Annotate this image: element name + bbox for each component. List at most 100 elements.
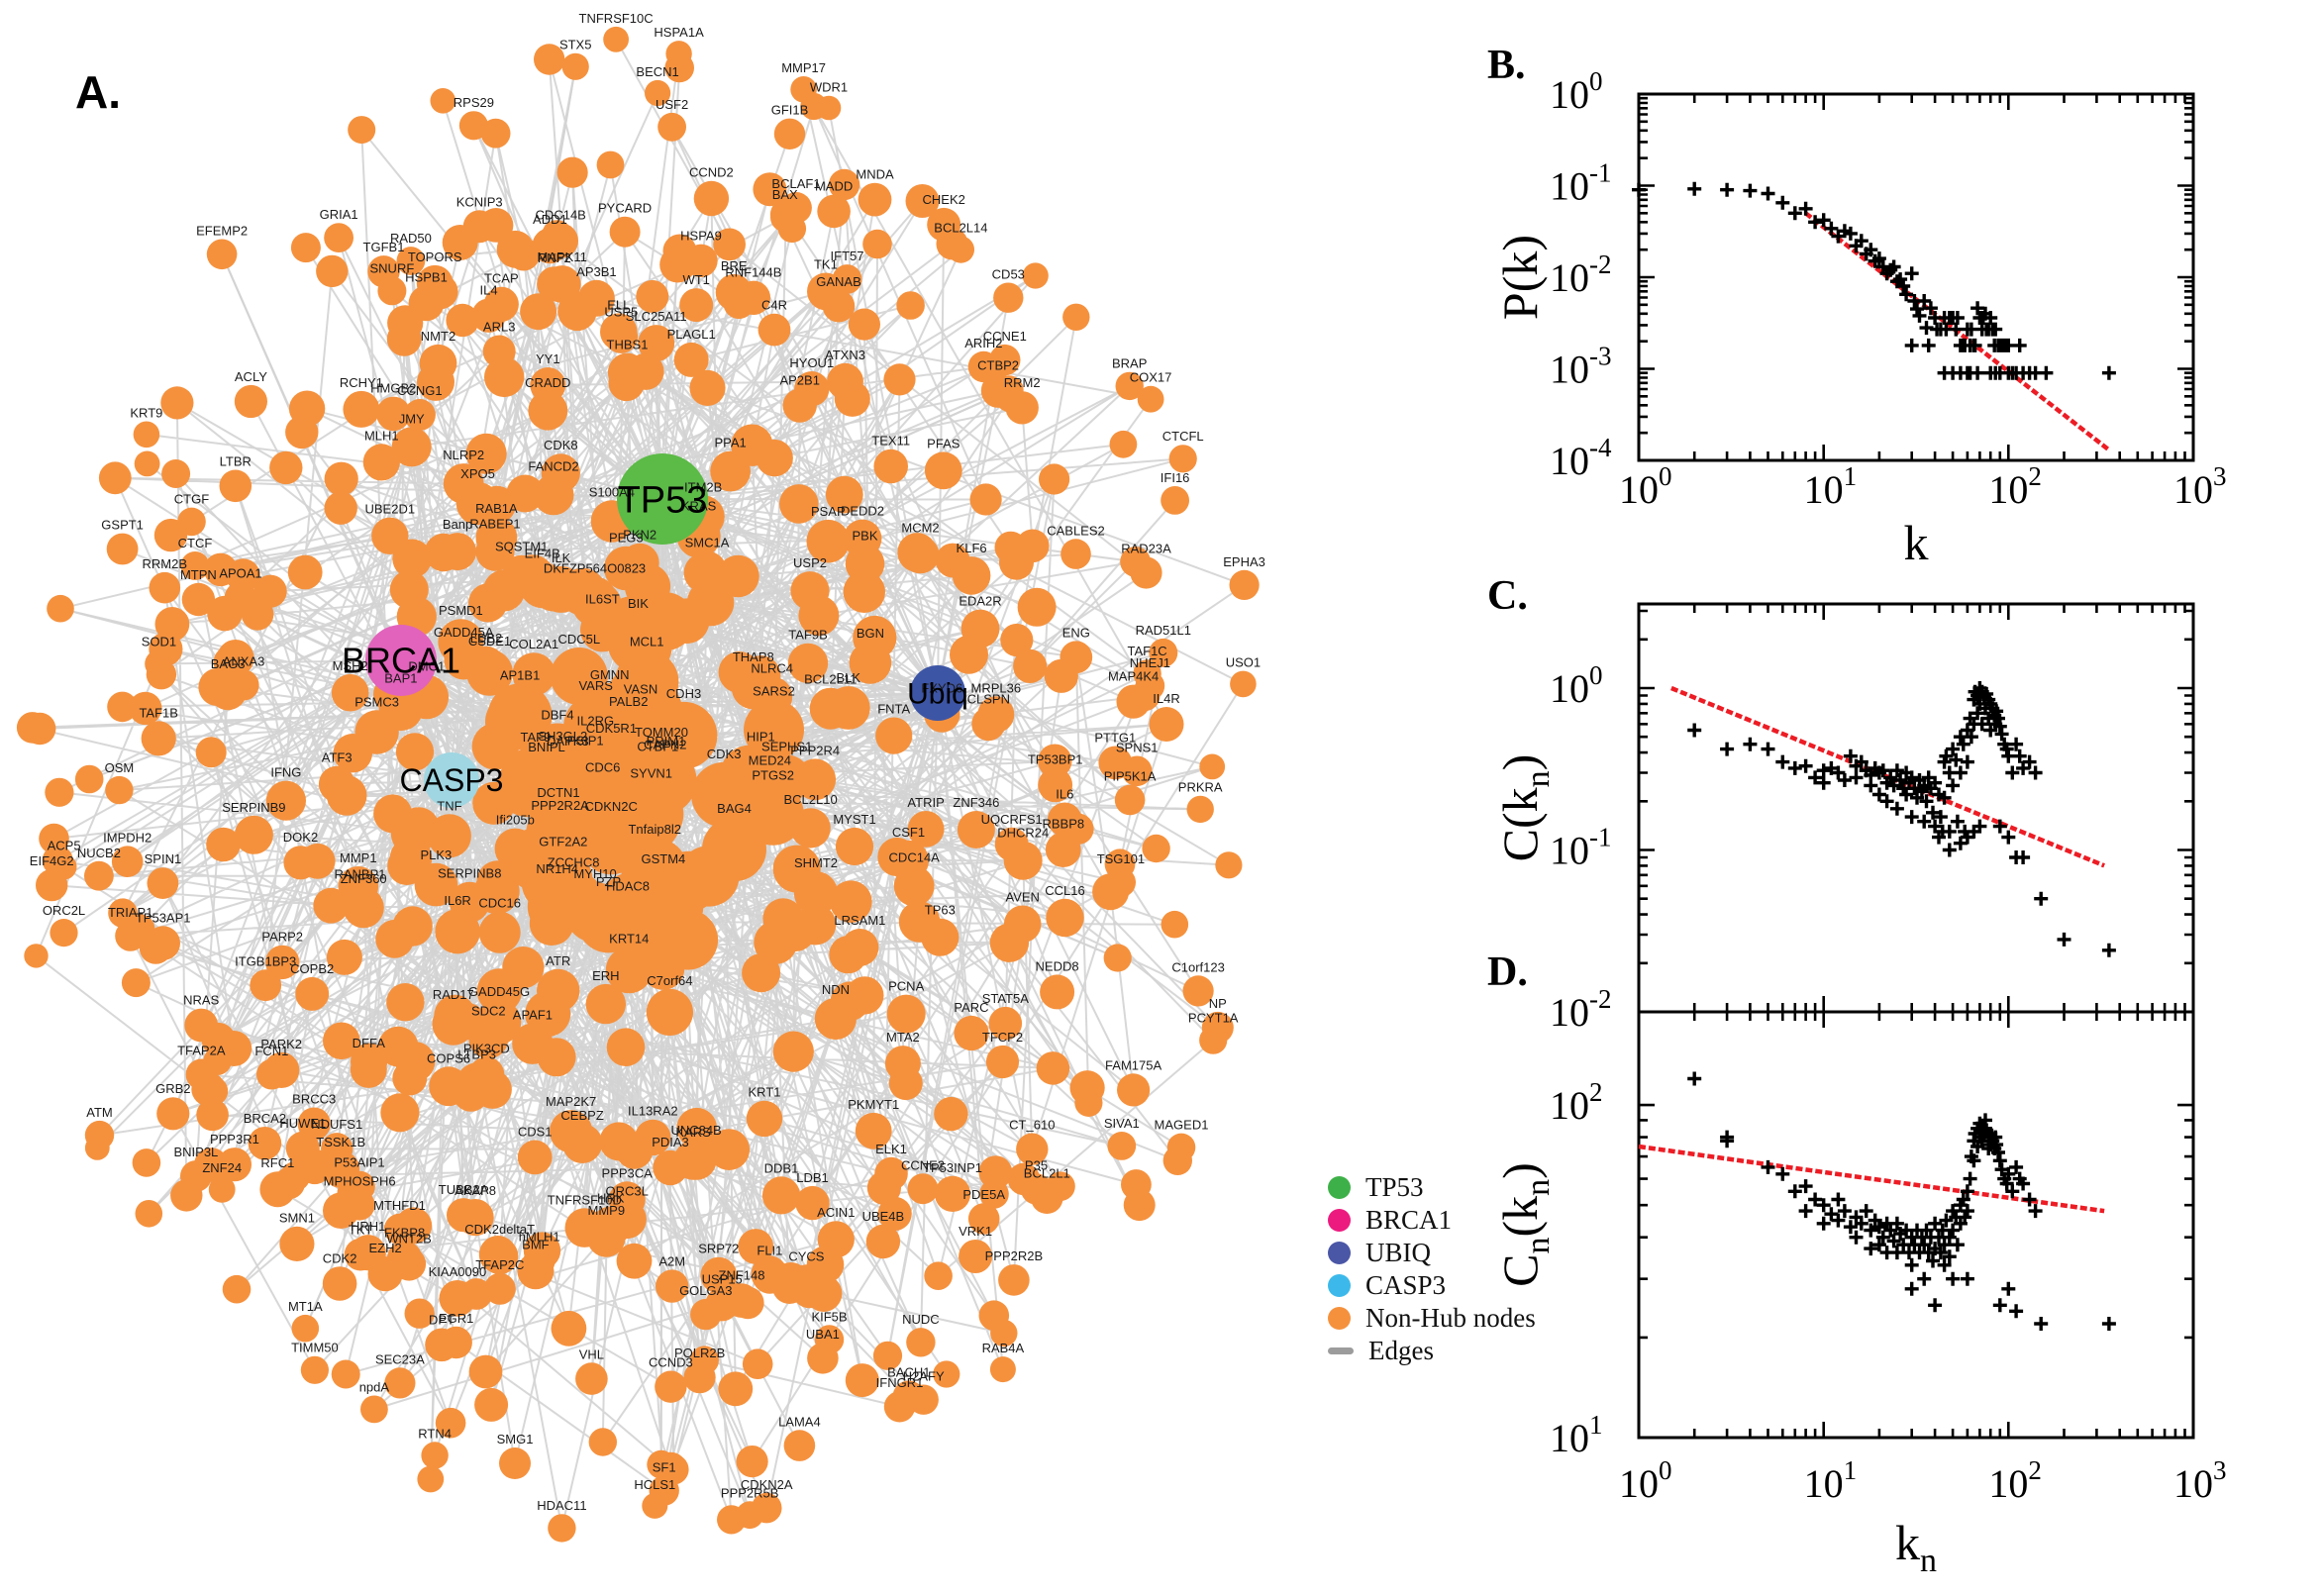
network-node (1182, 975, 1214, 1007)
network-node (924, 451, 962, 490)
node-label: TUBB2A (439, 1182, 489, 1197)
node-label: DEDD2 (841, 504, 884, 519)
legend-dot-swatch (1328, 1209, 1351, 1232)
network-node (207, 595, 243, 632)
network-node (1107, 1132, 1137, 1160)
node-label: DDB1 (764, 1160, 799, 1175)
node-label: ORC3L (606, 1184, 649, 1199)
network-node (858, 182, 892, 217)
network-node (384, 1367, 416, 1399)
network-node (458, 111, 488, 141)
network-node (1017, 587, 1057, 627)
node-label: VASN (624, 682, 657, 697)
network-node (557, 291, 597, 332)
node-label: NDUFS1 (311, 1117, 362, 1132)
network-node (897, 533, 938, 572)
node-label: FKBP8 (384, 1225, 425, 1240)
node-label: CTBP2 (977, 357, 1019, 372)
network-node (483, 1272, 516, 1305)
node-label: COX17 (1130, 370, 1172, 385)
network-panel: ELL DBF4 TAF1B CABLES2 CCNE2 ORC3L MPHOSPH6 MND… (16, 11, 1265, 1543)
node-label: DKFZP564O0823 (544, 560, 646, 575)
scatter-points (1687, 1071, 2116, 1331)
network-node (387, 847, 427, 885)
network-node (762, 898, 804, 940)
node-label: SLC25A11 (626, 309, 687, 324)
axis-ticks (1637, 1012, 2195, 1440)
network-node (736, 1446, 768, 1478)
network-node (1115, 371, 1144, 401)
node-label: PPP3R1 (210, 1132, 259, 1147)
network-node (809, 687, 852, 730)
tick-label: 102 (1988, 1455, 2042, 1506)
network-node (783, 1430, 816, 1461)
network-node (906, 1328, 936, 1357)
network-node (1046, 1171, 1075, 1201)
network-node (442, 225, 478, 260)
node-label: MAP2K7 (546, 1094, 596, 1109)
network-node (392, 539, 432, 579)
node-label: NEDD8 (1036, 958, 1079, 973)
network-node (756, 439, 793, 477)
network-node (828, 168, 860, 201)
network-node (834, 380, 870, 417)
network-node (47, 594, 74, 623)
node-label: KIF5B (811, 1309, 847, 1324)
network-node (484, 356, 525, 398)
network-node (886, 994, 926, 1034)
network-node (425, 1328, 458, 1362)
network-node (331, 673, 369, 712)
network-node (351, 1043, 388, 1080)
network-node (865, 1224, 901, 1259)
legend-dot-swatch (1328, 1274, 1351, 1297)
network-node (936, 228, 968, 260)
node-label: CTCFL (1162, 429, 1204, 444)
node-label: THAP8 (733, 649, 774, 664)
network-node (1016, 529, 1050, 563)
network-node (989, 1356, 1016, 1383)
node-label: EPHA3 (1223, 554, 1265, 569)
node-label: FAM175A (1105, 1057, 1162, 1072)
network-node (523, 1232, 561, 1269)
node-label: PBK (852, 529, 877, 544)
node-label: SRP72 (698, 1242, 739, 1256)
node-label: TAF1B (139, 705, 178, 720)
node-label: DBF4 (541, 708, 573, 723)
node-label: PYCARD (598, 201, 652, 216)
node-label: GADD45G (468, 984, 530, 999)
node-label: MMP9 (588, 1203, 626, 1218)
node-label: ZNF360 (341, 871, 387, 886)
node-label: GSPT1 (101, 518, 144, 533)
tick-label: 102 (1550, 1077, 1603, 1128)
axis-title: P(k) (1492, 235, 1548, 320)
network-node (435, 1407, 466, 1439)
node-label: PDE5A (962, 1187, 1005, 1202)
network-node (877, 837, 917, 877)
network-node (877, 1196, 912, 1231)
network-node (753, 172, 787, 207)
network-node (430, 88, 456, 114)
network-node (609, 216, 641, 248)
network-node (472, 1069, 512, 1109)
node-label: PCYT1A (1188, 1011, 1239, 1026)
node-label: IMPDH2 (103, 831, 152, 846)
network-node (226, 558, 260, 593)
node-label: MLH1 (364, 428, 399, 443)
network-node (1161, 910, 1189, 939)
network-node (324, 461, 358, 496)
node-label: ILK (552, 550, 571, 565)
node-label: ANXA3 (223, 653, 265, 668)
node-label: JMY (399, 411, 425, 426)
network-node (612, 617, 672, 677)
network-node (324, 223, 354, 253)
network-node (1199, 1026, 1228, 1054)
node-label: GADD45A (434, 625, 494, 640)
network-node (160, 386, 194, 420)
network-node (478, 208, 514, 243)
network-node (587, 1219, 626, 1257)
network-node (42, 845, 73, 876)
tick-label: 10-4 (1550, 433, 1612, 483)
network-node (717, 554, 759, 598)
network-node (1149, 707, 1184, 742)
network-node (772, 1031, 814, 1072)
